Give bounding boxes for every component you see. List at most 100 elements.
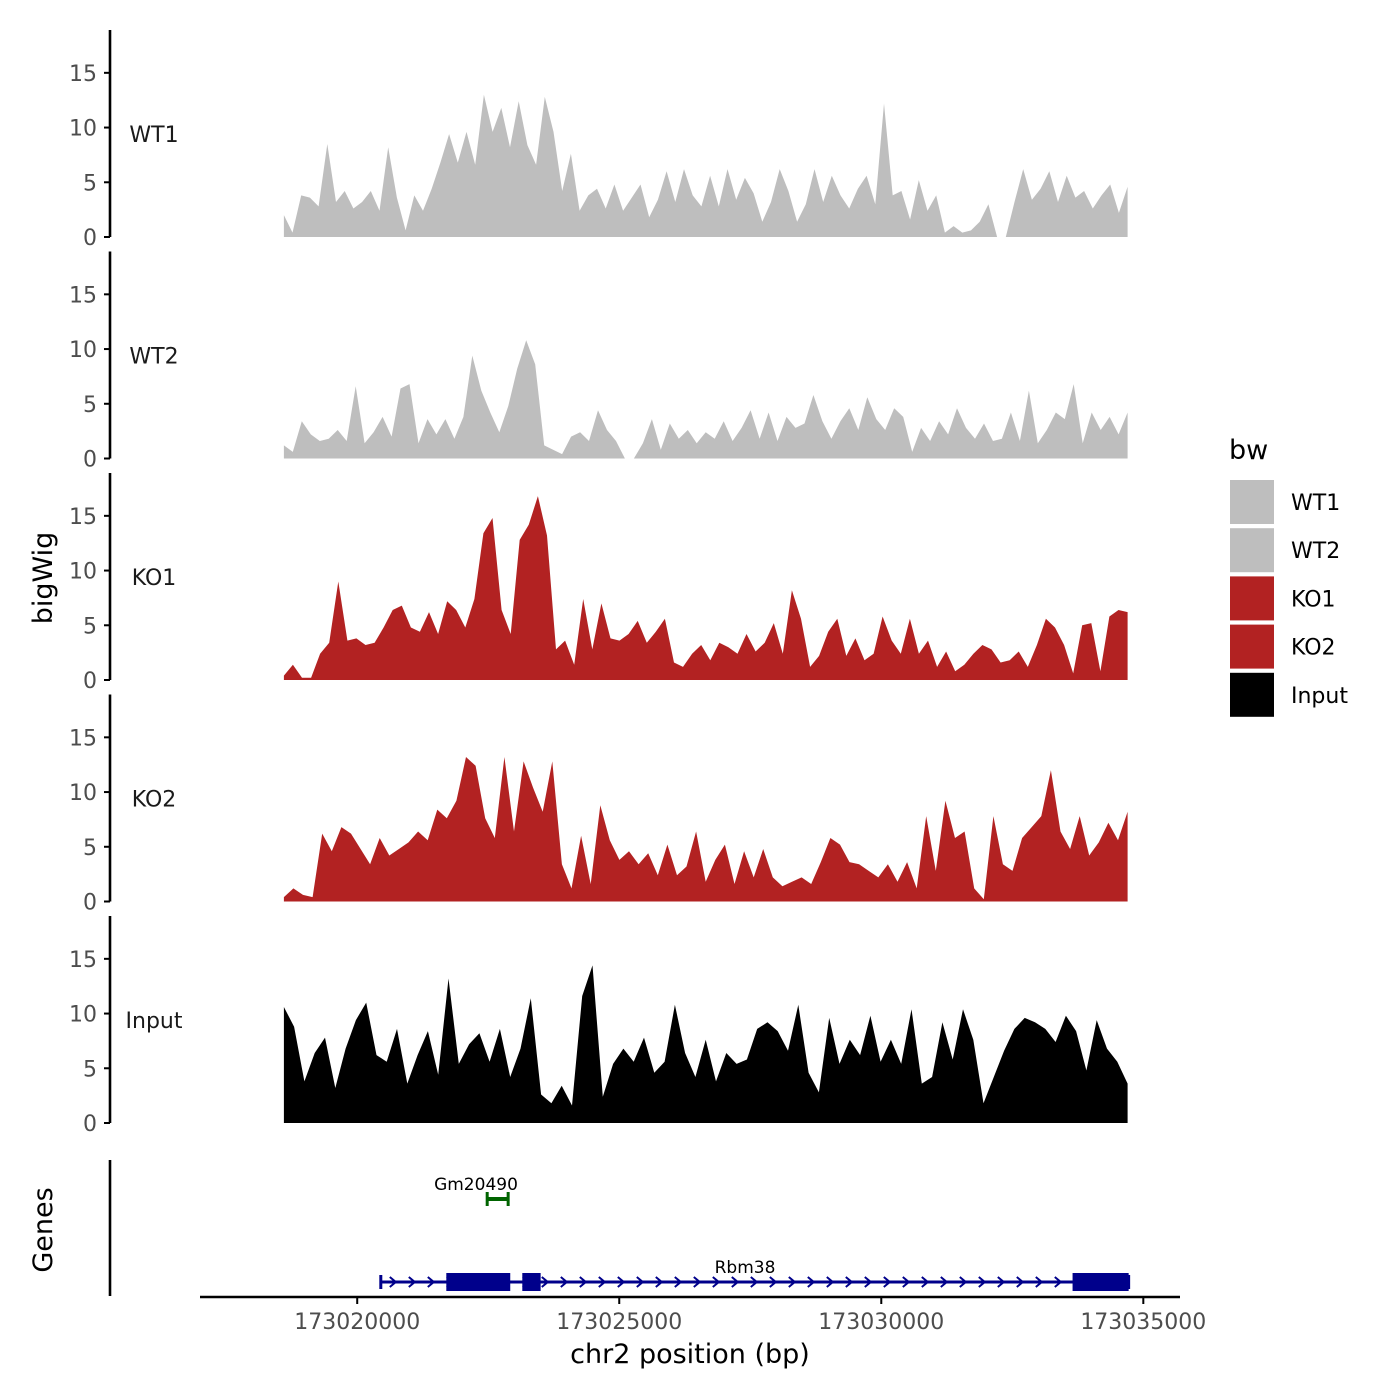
legend: bw WT1 WT2 KO1 KO2 Input <box>1229 435 1348 717</box>
strand-arrow <box>959 1276 968 1288</box>
genes-track: Genes Gm20490 Rbm38 <box>28 1160 1131 1296</box>
legend-item-label: KO1 <box>1291 587 1336 612</box>
strand-arrow <box>997 1276 1006 1288</box>
strand-arrow <box>750 1276 759 1288</box>
strand-arrow <box>1054 1276 1063 1288</box>
y-tick-label: 0 <box>83 448 97 473</box>
coverage-area-ko2 <box>283 757 1128 902</box>
legend-key-swatch <box>1230 480 1274 524</box>
strand-arrow <box>389 1276 398 1288</box>
y-tick-label: 15 <box>69 283 97 308</box>
strand-arrow <box>617 1276 626 1288</box>
strand-arrow <box>560 1276 569 1288</box>
y-tick-label: 0 <box>83 669 97 694</box>
x-tick-label: 173035000 <box>1080 1310 1206 1335</box>
strand-arrow <box>807 1276 816 1288</box>
x-tick-label: 173030000 <box>818 1310 944 1335</box>
legend-key-swatch <box>1230 576 1274 621</box>
legend-item-ko1: KO1 <box>1230 576 1336 621</box>
track-panel-wt1: 0 5 10 15 WT1 <box>69 30 1128 251</box>
y-tick-label: 5 <box>83 836 97 861</box>
strand-arrow <box>864 1276 873 1288</box>
exon-block <box>446 1273 511 1291</box>
strand-arrow <box>408 1276 417 1288</box>
coverage-tracks: 0 5 10 15 WT1 0 5 10 15 WT2 0 5 10 15 KO1 0 5 10 15 KO2 0 5 10… <box>69 30 1128 1137</box>
strand-arrow <box>636 1276 645 1288</box>
strand-arrow <box>674 1276 683 1288</box>
track-panel-ko2: 0 5 10 15 KO2 <box>69 694 1128 916</box>
y-tick-label: 15 <box>69 726 97 751</box>
strand-arrow <box>826 1276 835 1288</box>
x-axis-title: chr2 position (bp) <box>570 1339 810 1370</box>
legend-key-swatch <box>1230 528 1274 573</box>
y-tick-label: 0 <box>83 1112 97 1137</box>
coverage-area-ko1 <box>283 496 1128 680</box>
y-tick-label: 0 <box>83 891 97 916</box>
exon-block <box>1072 1273 1129 1291</box>
strand-arrow <box>1016 1276 1025 1288</box>
y-tick-label: 10 <box>69 338 97 363</box>
strand-arrow <box>978 1276 987 1288</box>
y-tick-label: 15 <box>69 62 97 87</box>
track-panel-ko1: 0 5 10 15 KO1 <box>69 473 1128 694</box>
track-panel-input: 0 5 10 15 Input <box>69 916 1128 1137</box>
strand-arrow <box>731 1276 740 1288</box>
strand-arrow <box>712 1276 721 1288</box>
strand-arrow <box>883 1276 892 1288</box>
legend-item-wt2: WT2 <box>1230 528 1340 573</box>
strand-arrow <box>541 1276 550 1288</box>
legend-item-label: Input <box>1291 684 1348 709</box>
y-tick-label: 10 <box>69 117 97 142</box>
legend-title: bw <box>1229 435 1268 466</box>
strand-arrow <box>427 1276 436 1288</box>
strand-arrow <box>940 1276 949 1288</box>
strand-arrow <box>788 1276 797 1288</box>
exon-block <box>522 1273 541 1291</box>
gene-name-label: Gm20490 <box>434 1175 518 1195</box>
x-tick-label: 173020000 <box>294 1310 420 1335</box>
y-tick-label: 10 <box>69 560 97 585</box>
strand-arrow <box>1035 1276 1044 1288</box>
track-label: KO2 <box>132 788 177 813</box>
strand-arrow <box>693 1276 702 1288</box>
y-tick-label: 15 <box>69 505 97 530</box>
strand-arrow <box>655 1276 664 1288</box>
track-panel-wt2: 0 5 10 15 WT2 <box>69 251 1128 473</box>
strand-arrow <box>845 1276 854 1288</box>
legend-key-swatch <box>1230 624 1274 669</box>
y-tick-label: 10 <box>69 1003 97 1028</box>
y-tick-label: 5 <box>83 614 97 639</box>
gene-rbm38: Rbm38 <box>379 1258 1131 1291</box>
y-tick-label: 5 <box>83 393 97 418</box>
legend-item-input: Input <box>1230 672 1348 717</box>
genes-track-title: Genes <box>28 1187 59 1272</box>
strand-arrow <box>579 1276 588 1288</box>
y-tick-label: 0 <box>83 226 97 251</box>
legend-item-label: KO2 <box>1291 636 1336 661</box>
legend-item-wt1: WT1 <box>1230 480 1340 524</box>
x-axis: chr2 position (bp) 173020000 173025000 173… <box>200 1295 1206 1370</box>
track-label: WT1 <box>129 123 178 148</box>
coverage-area-input <box>283 965 1128 1123</box>
gene-gm20490: Gm20490 <box>434 1175 518 1206</box>
coverage-area-wt2 <box>283 340 1128 459</box>
y-tick-label: 15 <box>69 948 97 973</box>
legend-key-swatch <box>1230 672 1274 717</box>
x-tick-label: 173025000 <box>556 1310 682 1335</box>
y-tick-label: 5 <box>83 171 97 196</box>
track-label: Input <box>126 1009 183 1034</box>
y-axis-title: bigWig <box>28 532 59 625</box>
y-tick-label: 5 <box>83 1057 97 1082</box>
strand-arrow <box>598 1276 607 1288</box>
strand-arrow <box>921 1276 930 1288</box>
track-label: KO1 <box>132 566 177 591</box>
legend-item-ko2: KO2 <box>1230 624 1336 669</box>
y-tick-label: 10 <box>69 781 97 806</box>
legend-item-label: WT1 <box>1291 491 1340 516</box>
strand-arrow <box>769 1276 778 1288</box>
strand-arrow <box>902 1276 911 1288</box>
coverage-area-wt1 <box>283 94 1128 237</box>
gene-name-label: Rbm38 <box>715 1258 776 1278</box>
track-label: WT2 <box>129 345 178 370</box>
